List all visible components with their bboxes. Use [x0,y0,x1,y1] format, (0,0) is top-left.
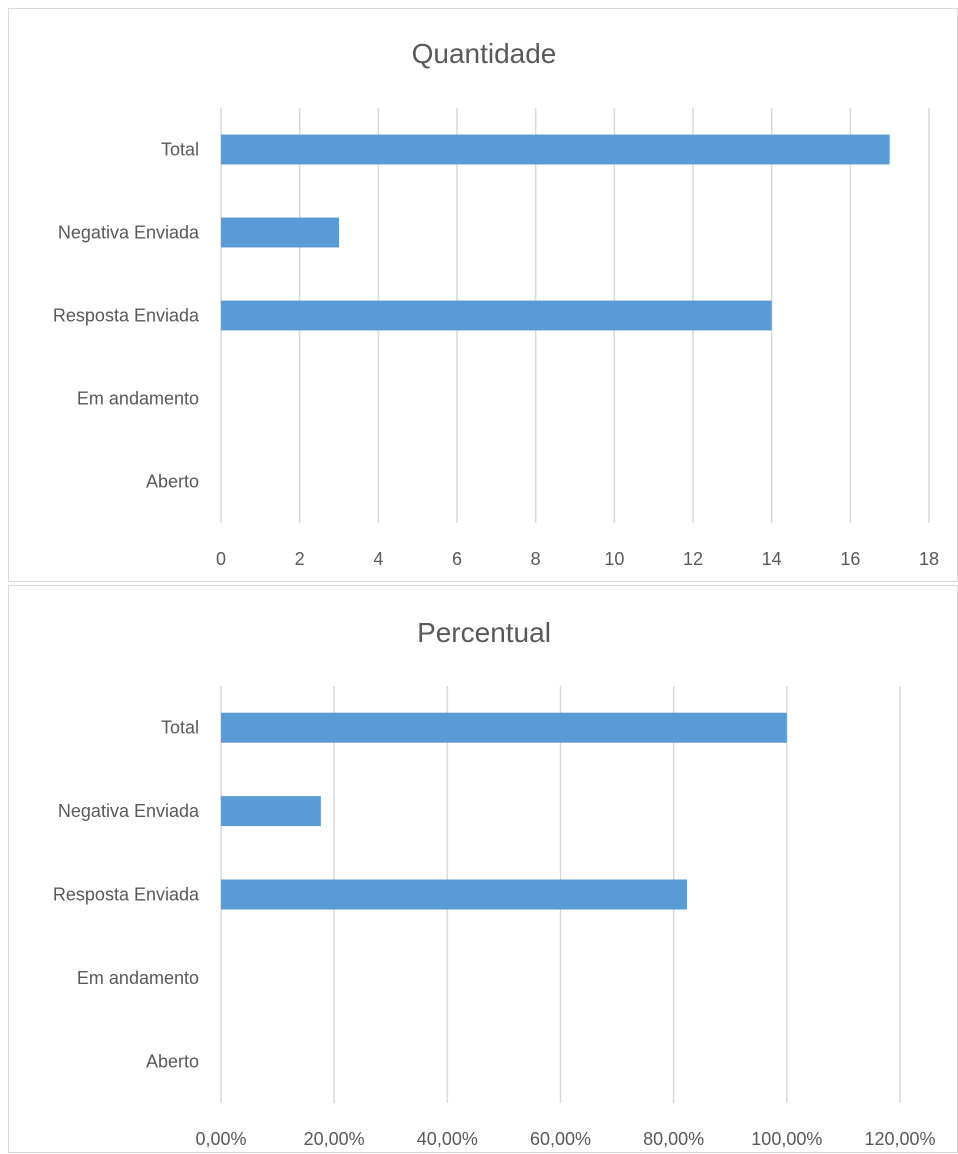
chart-title: Quantidade [412,38,557,69]
category-label-total: Total [161,718,199,738]
x-tick-label: 14 [762,549,782,569]
x-tick-label: 100,00% [751,1129,822,1149]
bar-resposta-enviada [221,879,687,910]
x-tick-label: 0 [216,549,226,569]
x-tick-label: 12 [683,549,703,569]
x-tick-label: 8 [531,549,541,569]
category-label-aberto: Aberto [146,1051,199,1071]
x-tick-label: 6 [452,549,462,569]
x-tick-label: 0,00% [195,1129,246,1149]
category-label-em-andamento: Em andamento [77,389,199,409]
bar-resposta-enviada [221,300,772,331]
x-tick-label: 2 [295,549,305,569]
x-tick-label: 60,00% [530,1129,591,1149]
x-tick-label: 4 [373,549,383,569]
x-tick-label: 16 [840,549,860,569]
bar-total [221,134,890,165]
chart-panel-quantidade: Quantidade 0 2 4 6 8 10 12 14 16 18 Total Negativa E… [8,8,958,582]
x-tick-label: 20,00% [304,1129,365,1149]
category-label-em-andamento: Em andamento [77,968,199,988]
x-tick-label: 40,00% [417,1129,478,1149]
category-label-total: Total [161,140,199,160]
category-label-negativa-enviada: Negativa Enviada [58,801,200,821]
chart-quantidade: Quantidade 0 2 4 6 8 10 12 14 16 18 Total Negativa E… [53,38,939,569]
category-label-resposta-enviada: Resposta Enviada [53,306,200,326]
chart-title: Percentual [417,617,551,648]
chart-percentual: Percentual 0,00% 20,00% 40,00% 60,00% 80,00% 1… [53,617,936,1149]
category-label-resposta-enviada: Resposta Enviada [53,885,200,905]
category-label-aberto: Aberto [146,472,199,492]
x-tick-label: 80,00% [643,1129,704,1149]
bar-negativa-enviada [221,796,321,827]
bar-total [221,712,787,743]
x-tick-label: 18 [919,549,939,569]
bar-negativa-enviada [221,217,339,248]
chart-panel-percentual: Percentual 0,00% 20,00% 40,00% 60,00% 80,00% 1… [8,585,958,1153]
category-label-negativa-enviada: Negativa Enviada [58,223,200,243]
x-tick-label: 10 [604,549,624,569]
x-tick-label: 120,00% [864,1129,935,1149]
